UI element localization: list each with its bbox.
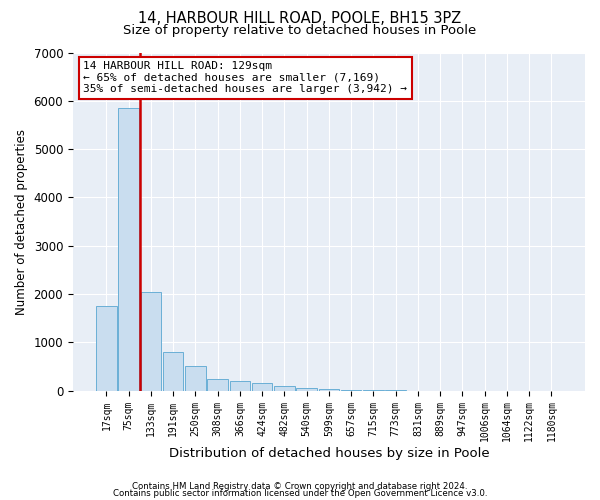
Text: 14 HARBOUR HILL ROAD: 129sqm
← 65% of detached houses are smaller (7,169)
35% of: 14 HARBOUR HILL ROAD: 129sqm ← 65% of de… xyxy=(83,61,407,94)
Bar xyxy=(140,292,161,390)
Bar xyxy=(96,306,116,390)
Bar xyxy=(296,388,317,390)
X-axis label: Distribution of detached houses by size in Poole: Distribution of detached houses by size … xyxy=(169,447,489,460)
Bar xyxy=(319,389,339,390)
Bar xyxy=(274,386,295,390)
Text: Contains public sector information licensed under the Open Government Licence v3: Contains public sector information licen… xyxy=(113,490,487,498)
Bar xyxy=(118,108,139,391)
Bar xyxy=(185,366,206,390)
Bar xyxy=(163,352,184,391)
Text: 14, HARBOUR HILL ROAD, POOLE, BH15 3PZ: 14, HARBOUR HILL ROAD, POOLE, BH15 3PZ xyxy=(139,11,461,26)
Text: Size of property relative to detached houses in Poole: Size of property relative to detached ho… xyxy=(124,24,476,37)
Bar xyxy=(230,381,250,390)
Y-axis label: Number of detached properties: Number of detached properties xyxy=(15,128,28,314)
Bar xyxy=(208,378,228,390)
Text: Contains HM Land Registry data © Crown copyright and database right 2024.: Contains HM Land Registry data © Crown c… xyxy=(132,482,468,491)
Bar xyxy=(252,384,272,390)
